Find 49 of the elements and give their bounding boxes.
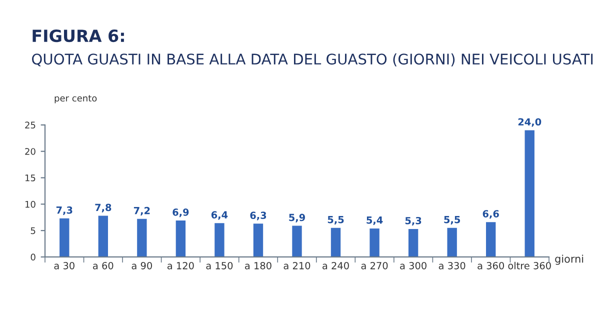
- data-label: 5,3: [405, 216, 422, 226]
- bar: [176, 220, 186, 257]
- bar: [447, 228, 457, 257]
- y-tick-label: 5: [30, 227, 36, 234]
- x-tick-label: a 120: [167, 262, 194, 270]
- chart-title: FIGURA 6:: [32, 29, 124, 42]
- x-tick-label: a 90: [132, 262, 152, 270]
- y-tick-label: 10: [25, 200, 36, 208]
- x-tick-label: oltre 360: [508, 262, 551, 270]
- data-label: 6,6: [482, 210, 499, 219]
- data-label: 6,4: [211, 211, 228, 220]
- data-label: 5,4: [366, 216, 383, 226]
- data-label: 7,3: [56, 206, 72, 215]
- bar: [292, 226, 302, 257]
- data-label: 6,9: [172, 208, 189, 218]
- bar: [60, 218, 70, 257]
- x-axis-title: giorni: [555, 254, 584, 265]
- data-label: 7,2: [134, 206, 150, 216]
- data-label: 6,3: [250, 212, 266, 220]
- y-axis-title: per cento: [54, 95, 97, 104]
- x-tick-label: a 180: [245, 262, 272, 270]
- bar: [214, 223, 224, 257]
- x-tick-label: a 210: [284, 262, 310, 270]
- bar: [486, 222, 496, 257]
- bar: [137, 218, 147, 257]
- bar: [330, 228, 341, 257]
- chart-subtitle: QUOTA GUASTI IN BASE ALLA DATA DEL GUASTO (GIORNI) NEI VEICOLI USATI: [32, 53, 593, 66]
- y-tick-label: 0: [30, 254, 36, 261]
- y-tick-label: 15: [25, 174, 36, 182]
- bar: [98, 216, 108, 257]
- bar: [524, 130, 534, 257]
- y-tick-label: 25: [25, 122, 36, 128]
- y-tick-label: 20: [25, 148, 36, 155]
- x-tick-label: a 360: [478, 262, 504, 270]
- data-label: 24,0: [518, 118, 542, 127]
- x-tick-label: a 240: [322, 262, 349, 270]
- data-label: 7,8: [95, 204, 112, 212]
- data-label: 5,5: [328, 216, 344, 224]
- data-label: 5,5: [444, 216, 460, 224]
- x-tick-label: a 150: [206, 262, 233, 270]
- bar: [370, 228, 380, 257]
- x-tick-label: a 270: [361, 262, 388, 270]
- bar: [253, 224, 264, 257]
- x-tick-label: a 30: [54, 262, 74, 270]
- bar: [408, 228, 418, 257]
- data-label: 5,9: [289, 214, 305, 222]
- x-tick-label: a 60: [93, 262, 114, 270]
- x-tick-label: a 300: [400, 262, 426, 270]
- x-tick-label: a 330: [438, 262, 466, 270]
